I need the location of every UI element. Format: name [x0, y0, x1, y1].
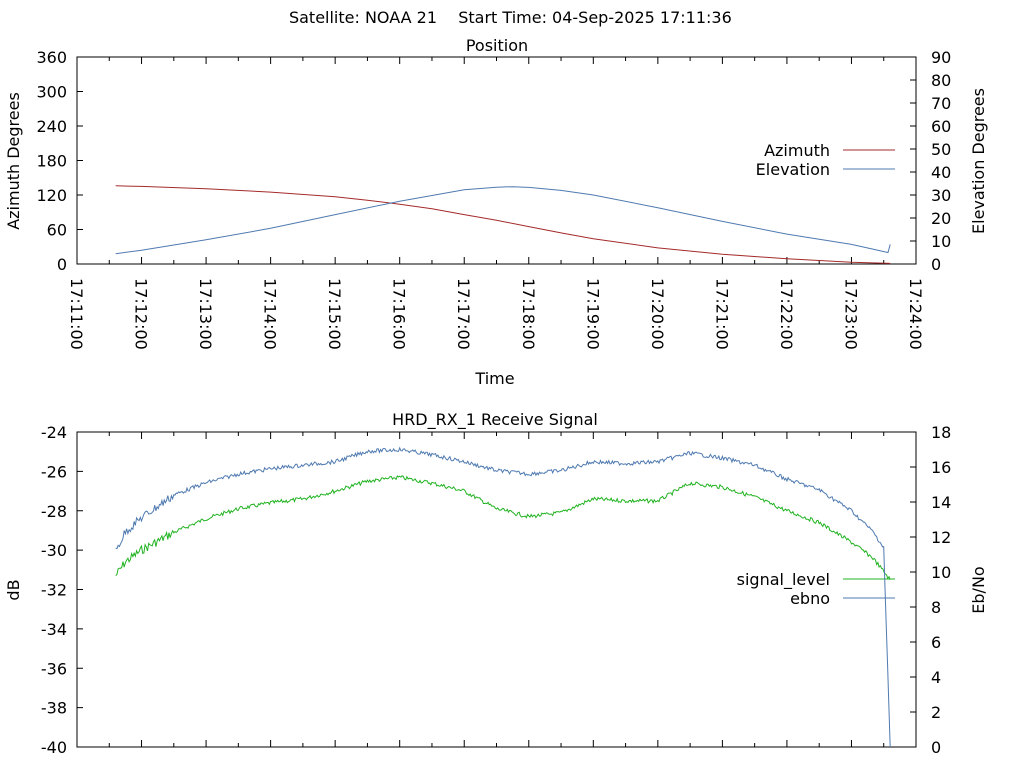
y2-tick-label: 40 [931, 163, 951, 182]
x-tick-label: 17:14:00 [261, 278, 280, 350]
position-chart-xlabel: Time [474, 369, 514, 388]
x-tick-label: 17:19:00 [583, 278, 602, 350]
y2-tick-label: 18 [931, 423, 951, 442]
y2-tick-label: 20 [931, 209, 951, 228]
position-chart-ylabel: Azimuth Degrees [4, 92, 23, 230]
y-tick-label: -38 [41, 699, 67, 718]
y2-tick-label: 8 [931, 598, 941, 617]
x-tick-label: 17:23:00 [841, 278, 860, 350]
x-tick-label: 17:21:00 [712, 278, 731, 350]
receive-signal-chart-y2label: Eb/No [969, 566, 988, 613]
x-tick-label: 17:22:00 [777, 278, 796, 350]
x-tick-label: 17:20:00 [648, 278, 667, 350]
position-chart-title: Position [466, 36, 528, 55]
legend-label: signal_level [737, 570, 830, 590]
y-tick-label: 360 [36, 48, 67, 67]
series-line-elevation [115, 186, 891, 255]
y-tick-label: 300 [36, 83, 67, 102]
y-tick-label: -28 [41, 502, 67, 521]
y2-tick-label: 12 [931, 528, 951, 547]
x-tick-label: 17:16:00 [390, 278, 409, 350]
series-line-signal-level [115, 475, 891, 580]
series-line-ebno [115, 446, 891, 748]
legend-label: Azimuth [764, 141, 830, 160]
x-tick-label: 17:11:00 [67, 278, 86, 350]
y2-tick-label: 10 [931, 232, 951, 251]
x-tick-label: 17:13:00 [196, 278, 215, 350]
y-tick-label: 60 [47, 221, 67, 240]
y2-tick-label: 2 [931, 703, 941, 722]
y-tick-label: -32 [41, 581, 67, 600]
y-tick-label: 0 [57, 255, 67, 274]
y2-tick-label: 50 [931, 140, 951, 159]
receive-signal-chart: HRD_RX_1 Receive Signal dB Eb/No -24 -26 -… [4, 410, 988, 757]
y2-tick-label: 4 [931, 668, 941, 687]
y-tick-label: 240 [36, 117, 67, 136]
x-tick-label: 17:17:00 [454, 278, 473, 350]
y2-tick-label: 30 [931, 186, 951, 205]
y2-tick-label: 70 [931, 94, 951, 113]
receive-signal-chart-ylabel: dB [4, 579, 23, 600]
y-tick-label: -40 [41, 738, 67, 757]
y-tick-label: 120 [36, 186, 67, 205]
y2-tick-label: 0 [931, 255, 941, 274]
legend-label: Elevation [756, 160, 830, 179]
header-start-time: Start Time: 04-Sep-2025 17:11:36 [458, 8, 732, 27]
y2-tick-label: 10 [931, 563, 951, 582]
series-line-azimuth [115, 185, 891, 264]
position-chart-y2label: Elevation Degrees [969, 88, 988, 234]
y2-tick-label: 16 [931, 458, 951, 477]
y2-tick-label: 60 [931, 117, 951, 136]
y-tick-label: -36 [41, 659, 67, 678]
y2-tick-label: 0 [931, 738, 941, 757]
y-tick-label: 180 [36, 152, 67, 171]
x-tick-label: 17:15:00 [325, 278, 344, 350]
x-tick-label: 17:24:00 [906, 278, 925, 350]
y2-tick-label: 80 [931, 71, 951, 90]
position-chart: Position Azimuth Degrees Elevation Degre… [4, 36, 988, 388]
receive-signal-chart-title: HRD_RX_1 Receive Signal [392, 410, 598, 430]
legend-label: ebno [790, 589, 830, 608]
x-tick-label: 17:18:00 [519, 278, 538, 350]
y-tick-label: -34 [41, 620, 67, 639]
y-tick-label: -24 [41, 423, 67, 442]
y2-tick-label: 6 [931, 633, 941, 652]
y2-tick-label: 90 [931, 48, 951, 67]
y-tick-label: -26 [41, 462, 67, 481]
y-tick-label: -30 [41, 541, 67, 560]
header-satellite: Satellite: NOAA 21 [289, 8, 437, 27]
y2-tick-label: 14 [931, 493, 951, 512]
x-tick-label: 17:12:00 [132, 278, 151, 350]
